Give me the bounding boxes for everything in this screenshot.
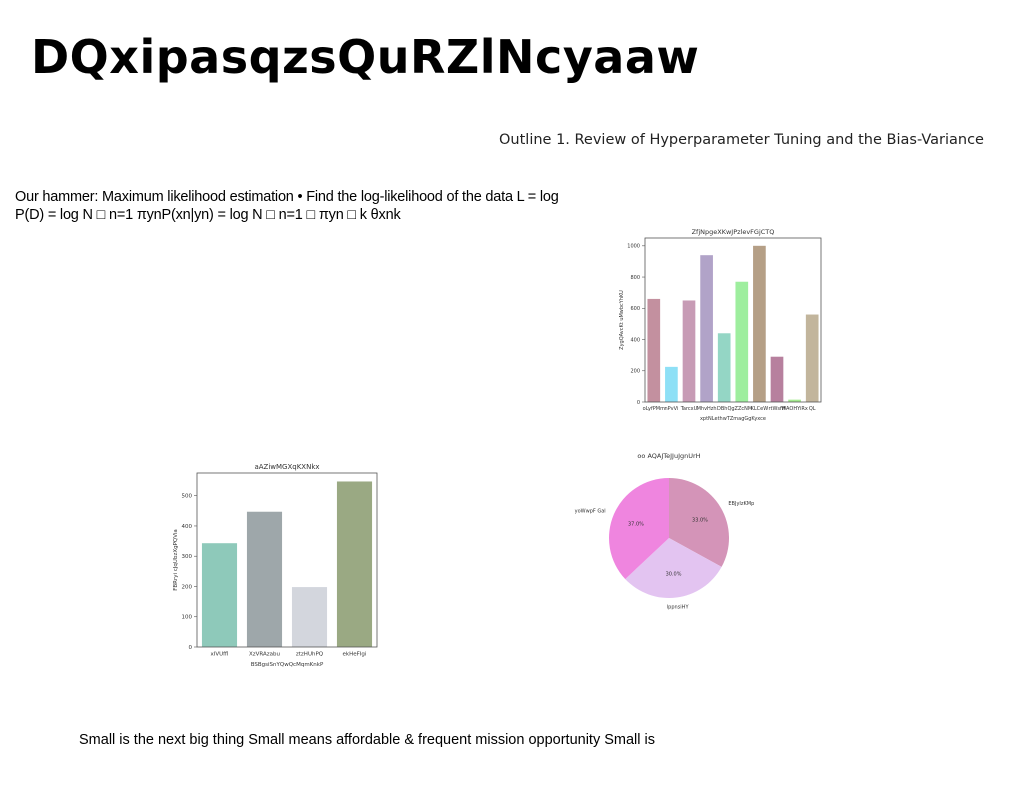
x-tick-label: xIVUffl bbox=[211, 652, 229, 658]
chart-title: oo AQAJTeJJuJgnUrH bbox=[637, 452, 700, 460]
y-tick-label: 200 bbox=[182, 584, 193, 590]
y-tick-label: 400 bbox=[630, 337, 640, 343]
bar-chart-2: aAZiwMGXqKXNkx xIVUffl XzVRAzabu ztzHUhPQ ek… bbox=[173, 463, 378, 668]
bar bbox=[700, 255, 713, 402]
x-tick-label: rtWsfH bbox=[768, 406, 785, 412]
pie-slice bbox=[609, 478, 669, 580]
pie-slice bbox=[625, 538, 722, 598]
y-tick-label: 400 bbox=[182, 524, 193, 530]
pie-chart: oo AQAJTeJJuJgnUrH 33.0% EBJyIzKMp 30.0% lpp… bbox=[575, 452, 755, 610]
x-tick-label: XzVRAzabu bbox=[249, 652, 280, 658]
y-tick-label: 0 bbox=[189, 645, 193, 651]
bar bbox=[770, 356, 784, 402]
pie-percent-label: 33.0% bbox=[692, 518, 708, 524]
plot-frame bbox=[196, 472, 378, 648]
y-tick-label: 100 bbox=[182, 615, 193, 621]
x-tick-label: ekHeFIgi bbox=[343, 652, 367, 658]
x-tick-label: QL bbox=[809, 406, 816, 412]
x-tick-label: nPvVi bbox=[664, 406, 678, 412]
bar bbox=[805, 314, 819, 402]
bar bbox=[753, 245, 766, 402]
small-text: Small is the next big thing Small means … bbox=[79, 732, 655, 748]
y-axis-label: ZygQAvcKt uMwbcYhKU bbox=[619, 290, 625, 350]
bar bbox=[665, 366, 678, 402]
pie-percent-label: 37.0% bbox=[628, 522, 644, 528]
y-tick-label: 600 bbox=[630, 306, 640, 312]
x-axis-label: xptNLethwTZmagGgKyxce bbox=[700, 416, 766, 422]
y-tick-label: 300 bbox=[182, 554, 193, 560]
x-tick-label: ztzHUhPQ bbox=[296, 652, 324, 658]
bar bbox=[682, 300, 696, 402]
bar bbox=[788, 399, 801, 402]
x-tick-label: MhvHzh bbox=[697, 406, 717, 412]
pie-percent-label: 30.0% bbox=[666, 572, 682, 578]
x-tick-label: WAOHYiRx bbox=[781, 406, 807, 412]
y-tick-label: 200 bbox=[630, 369, 640, 375]
x-tick-label: oLyfPMm bbox=[643, 406, 665, 412]
chart-title: ZfjNpgeXKwJPzlevFGjCTQ bbox=[692, 228, 775, 236]
chart-title: aAZiwMGXqKXNkx bbox=[254, 463, 319, 471]
pie-label: lppnsiHY bbox=[667, 604, 690, 610]
pie-label: EBJyIzKMp bbox=[728, 501, 754, 507]
pie-label: yoWwpF Gal bbox=[575, 509, 606, 515]
bar bbox=[717, 333, 731, 402]
outline-text: Outline 1. Review of Hyperparameter Tuni… bbox=[499, 132, 984, 148]
bar bbox=[336, 481, 373, 647]
page-title: DQxipasqzsQuRZlNcyaaw bbox=[31, 30, 700, 84]
y-axis-label: FBRryi cJqUbzXgPQVia bbox=[173, 529, 179, 591]
x-tick-label: DBhQ bbox=[717, 406, 731, 412]
y-tick-label: 0 bbox=[637, 400, 640, 406]
y-tick-label: 500 bbox=[182, 494, 193, 500]
bar bbox=[647, 298, 661, 402]
bar bbox=[291, 587, 328, 647]
pie-slice bbox=[669, 478, 729, 567]
x-tick-label: gZZcNM bbox=[731, 406, 752, 412]
bar-chart-1: ZfjNpgeXKwJPzlevFGjCTQ oLyfPMm nPvVi TarcxU… bbox=[619, 228, 822, 422]
bar bbox=[735, 281, 749, 402]
y-tick-label: 1000 bbox=[627, 244, 640, 250]
bar bbox=[246, 511, 283, 647]
x-tick-label: TarcxU bbox=[680, 406, 698, 412]
mle-paragraph: Our hammer: Maximum likelihood estimatio… bbox=[15, 189, 559, 223]
x-axis-label: BSBgsiSnYQwQcMqmKnkP bbox=[251, 662, 324, 668]
y-tick-label: 800 bbox=[630, 275, 640, 281]
plot-frame bbox=[644, 237, 822, 403]
bar bbox=[201, 543, 238, 647]
x-tick-label: KLCeW bbox=[751, 406, 769, 412]
